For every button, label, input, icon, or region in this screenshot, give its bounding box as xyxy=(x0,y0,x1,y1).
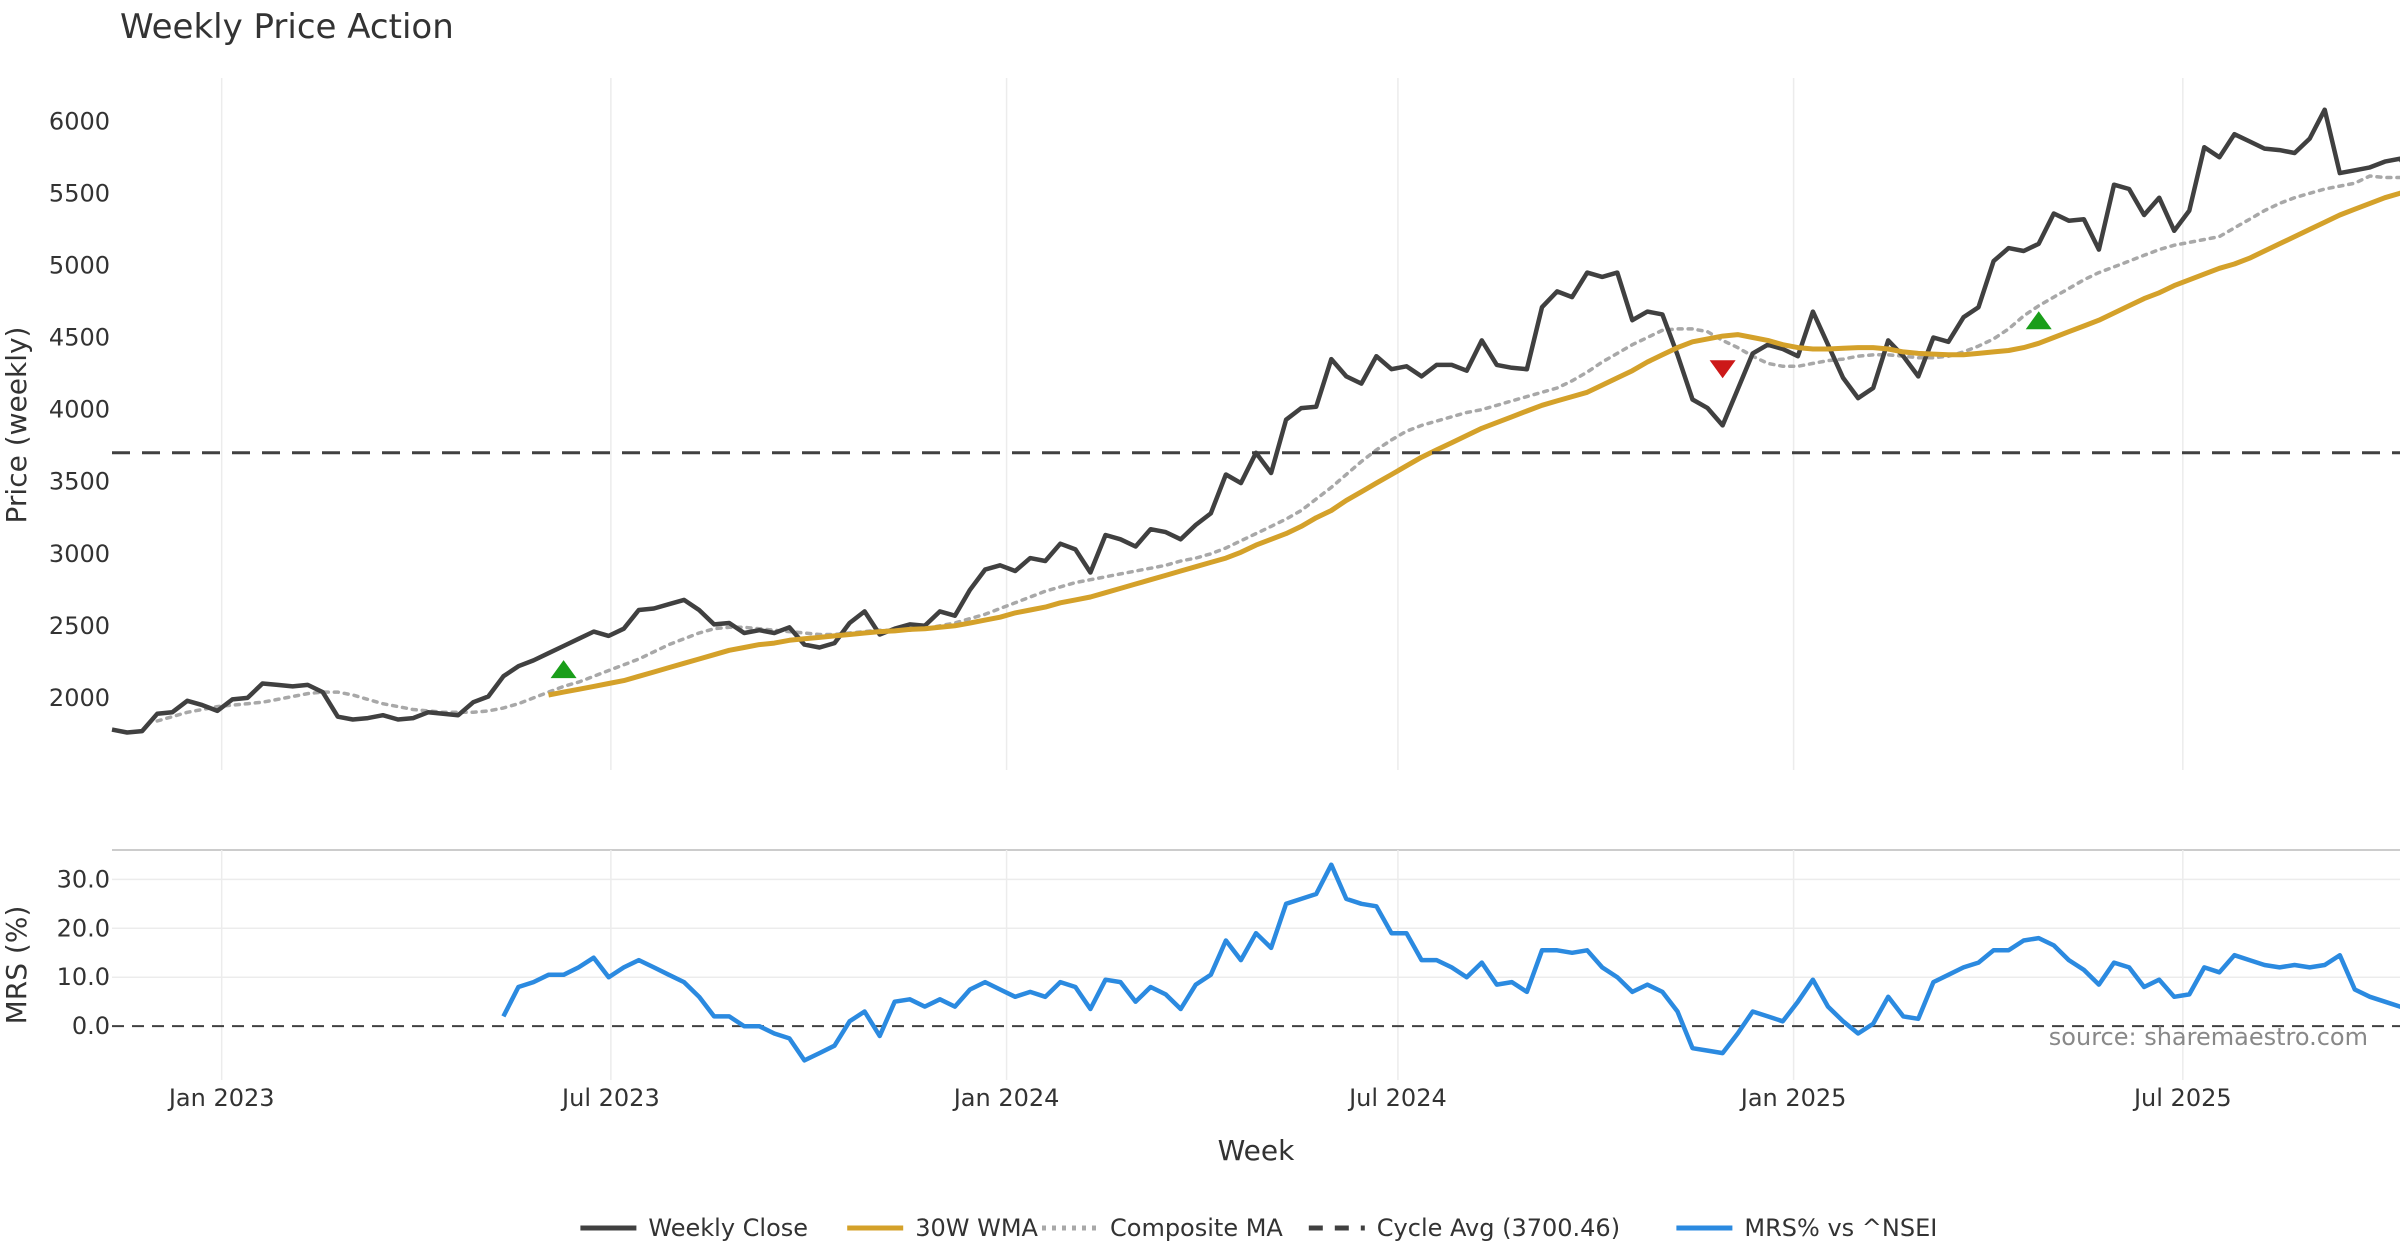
sell-signal-marker xyxy=(1709,360,1736,379)
x-tick-label: Jul 2025 xyxy=(2132,1084,2232,1112)
price-y-tick-label: 5500 xyxy=(49,179,110,207)
x-tick-label: Jan 2025 xyxy=(1739,1084,1847,1112)
legend-item-cycle-avg-3700-46: Cycle Avg (3700.46) xyxy=(1308,1214,1620,1242)
price-y-tick-label: 4500 xyxy=(49,324,110,352)
buy-signal-marker xyxy=(2025,311,2052,330)
mrs-y-tick-label: 0.0 xyxy=(72,1012,110,1040)
legend-label: Cycle Avg (3700.46) xyxy=(1377,1214,1620,1242)
legend-item-weekly-close: Weekly Close xyxy=(580,1214,808,1242)
price-y-axis-label: Price (weekly) xyxy=(0,327,33,524)
x-axis-label: Week xyxy=(1218,1134,1295,1167)
series-composite-ma xyxy=(155,174,2400,723)
signal-markers xyxy=(550,311,2052,679)
price-y-tick-label: 2500 xyxy=(49,612,110,640)
price-y-tick-label: 3000 xyxy=(49,540,110,568)
mrs-panel: 0.0 10.0 20.0 30.0 MRS (%) source: sharemae… xyxy=(0,849,2400,1080)
chart-title: Weekly Price Action xyxy=(120,7,454,47)
series-30w-wma xyxy=(548,190,2400,698)
legend: Weekly Close 30W WMA Composite MA Cycle Avg… xyxy=(580,1214,1937,1242)
mrs-y-ticks: 0.0 10.0 20.0 30.0 xyxy=(57,865,110,1040)
x-axis-ticks: Jan 2023 Jul 2023 Jan 2024 Jul 2024 Jan 2025… xyxy=(167,1084,2232,1112)
legend-label: MRS% vs ^NSEI xyxy=(1744,1214,1937,1242)
legend-item-mrs-vs-nsei: MRS% vs ^NSEI xyxy=(1676,1214,1937,1242)
x-tick-label: Jan 2023 xyxy=(167,1084,275,1112)
mrs-y-axis-label: MRS (%) xyxy=(0,906,33,1025)
legend-label: Composite MA xyxy=(1110,1214,1283,1242)
x-tick-label: Jul 2024 xyxy=(1347,1084,1447,1112)
series-weekly-close xyxy=(111,107,2400,735)
price-y-tick-label: 3500 xyxy=(49,468,110,496)
price-gridlines xyxy=(220,78,2184,770)
legend-item-30w-wma: 30W WMA xyxy=(847,1214,1039,1242)
price-y-ticks: 2000 2500 3000 3500 4000 4500 5000 5500 6000 xyxy=(49,107,110,712)
legend-label: Weekly Close xyxy=(648,1214,808,1242)
x-tick-label: Jul 2023 xyxy=(560,1084,660,1112)
source-annotation: source: sharemaestro.com xyxy=(2049,1023,2368,1051)
x-tick-label: Jan 2024 xyxy=(952,1084,1060,1112)
mrs-series xyxy=(112,862,2400,1063)
mrs-y-tick-label: 30.0 xyxy=(57,865,110,893)
price-y-tick-label: 2000 xyxy=(49,684,110,712)
price-y-tick-label: 6000 xyxy=(49,107,110,135)
mrs-y-tick-label: 10.0 xyxy=(57,963,110,991)
mrs-y-tick-label: 20.0 xyxy=(57,914,110,942)
series-mrs-vs-nsei xyxy=(501,862,2400,1063)
buy-signal-marker xyxy=(550,660,577,679)
price-y-tick-label: 4000 xyxy=(49,396,110,424)
price-panel: 2000 2500 3000 3500 4000 4500 5000 5500 6000 Pri… xyxy=(0,78,2400,770)
legend-item-composite-ma: Composite MA xyxy=(1042,1214,1283,1242)
mrs-gridlines xyxy=(112,850,2400,1080)
legend-label: 30W WMA xyxy=(915,1214,1038,1242)
price-series xyxy=(111,107,2400,735)
price-y-tick-label: 5000 xyxy=(49,251,110,279)
